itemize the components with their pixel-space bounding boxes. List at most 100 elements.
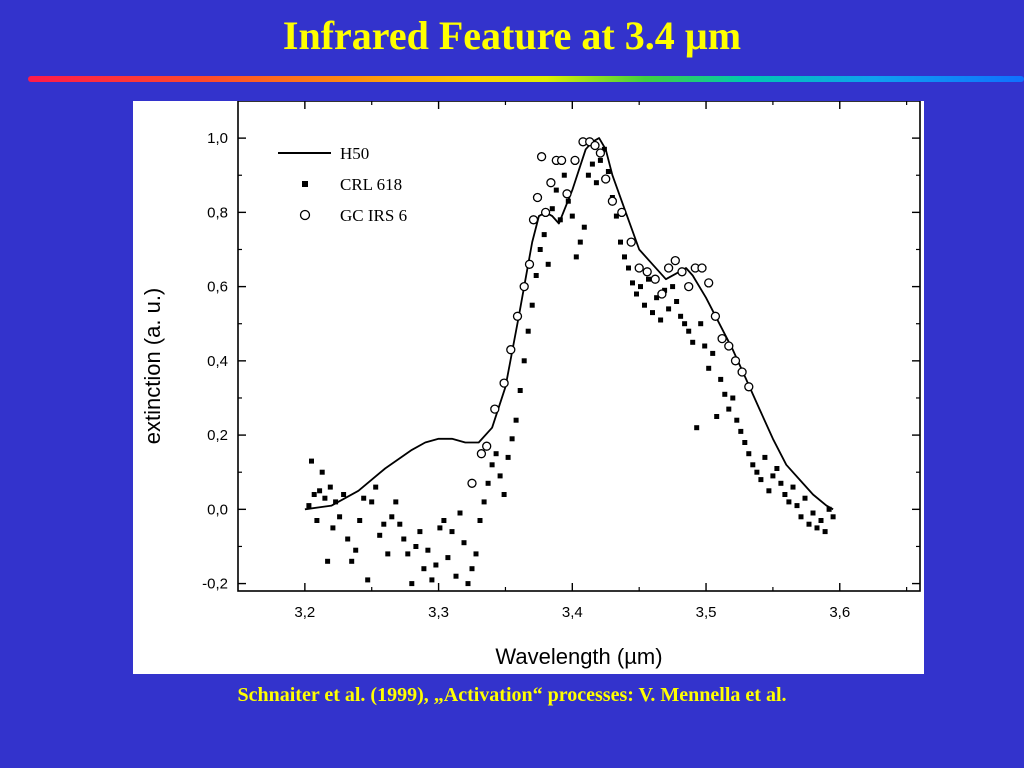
data-point-gc-irs-6 [519,281,529,292]
data-point-crl-618 [794,503,800,509]
data-point-gc-irs-6 [697,263,707,273]
x-tick-label: 3,5 [696,604,717,621]
data-point-crl-618 [381,521,387,527]
data-point-crl-618 [493,451,499,457]
data-point-gc-irs-6 [642,267,652,277]
data-point-crl-618 [314,518,320,523]
data-point-crl-618 [573,254,579,260]
data-point-crl-618 [698,321,704,327]
figure-panel: -0,2 0,0 0,2 0,4 0,6 0,8 1,0 3,2 3,3 3,4 3,5 3,6 W… [133,101,924,674]
data-point-gc-irs-6 [704,278,714,288]
data-point-crl-618 [758,477,764,483]
data-point-crl-618 [465,581,471,587]
data-point-crl-618 [565,198,571,204]
data-point-gc-irs-6 [562,189,572,199]
data-point-crl-618 [337,514,343,520]
data-point-crl-618 [706,365,712,371]
data-point-crl-618 [830,514,836,520]
data-point-crl-618 [581,224,587,230]
data-point-crl-618 [670,284,676,290]
data-point-crl-618 [317,488,323,494]
data-point-crl-618 [690,339,696,345]
legend-label: CRL 618 [340,175,402,194]
data-point-crl-618 [437,525,443,531]
data-point-gc-irs-6 [607,196,618,206]
data-point-crl-618 [457,510,463,516]
data-point-crl-618 [349,558,355,564]
data-point-gc-irs-6 [684,281,694,292]
title-gradient-rule [28,76,1024,82]
data-point-crl-618 [401,536,407,542]
data-point-crl-618 [365,577,371,583]
data-point-crl-618 [473,551,479,557]
data-point-crl-618 [353,547,359,553]
data-point-crl-618 [778,480,784,486]
data-point-crl-618 [497,473,503,479]
data-point-crl-618 [686,328,692,334]
y-axis-title: extinction (a. u.) [140,288,165,445]
y-tick-label: 0,4 [207,353,228,370]
data-point-crl-618 [678,313,684,319]
data-point-crl-618 [327,484,333,490]
data-point-gc-irs-6 [744,382,754,392]
data-point-crl-618 [618,239,623,245]
data-point-crl-618 [790,484,796,490]
data-point-crl-618 [405,551,411,557]
x-tick-label: 3,3 [428,604,449,621]
data-point-crl-618 [593,180,599,186]
data-point-crl-618 [469,566,475,572]
legend-label: GC IRS 6 [340,206,407,225]
data-point-crl-618 [561,172,567,178]
data-point-crl-618 [634,291,639,297]
data-point-crl-618 [441,518,447,523]
data-point-gc-irs-6 [506,345,516,355]
data-point-gc-irs-6 [717,333,727,344]
data-point-crl-618 [774,466,780,471]
legend-square-swatch [302,181,308,187]
data-point-crl-618 [557,217,563,223]
data-point-crl-618 [734,417,740,423]
data-point-crl-618 [682,321,688,327]
data-point-crl-618 [501,492,507,497]
slide-title: Infrared Feature at 3.4 µm [282,13,742,58]
data-point-crl-618 [529,302,535,308]
data-point-crl-618 [718,376,724,382]
legend-label: H50 [340,144,369,163]
data-point-gc-irs-6 [663,263,674,273]
plot-frame [237,101,921,592]
data-point-crl-618 [638,284,643,290]
y-tick-label: 0,6 [207,279,228,296]
data-point-gc-irs-6 [536,152,547,162]
data-point-crl-618 [613,213,619,219]
y-axis: -0,2 0,0 0,2 0,4 0,6 0,8 1,0 [202,130,920,593]
data-point-crl-618 [601,146,607,152]
data-point-gc-irs-6 [532,192,543,203]
data-point-crl-618 [357,518,363,523]
data-point-crl-618 [322,495,328,501]
data-point-crl-618 [449,529,455,535]
legend: H50 CRL 618 GC IRS 6 [278,144,407,225]
data-point-crl-618 [311,492,317,497]
x-tick-label: 3,2 [294,604,315,621]
data-point-gc-irs-6 [524,259,535,269]
data-point-crl-618 [597,157,603,163]
x-tick-label: 3,6 [829,604,850,621]
data-point-crl-618 [481,499,487,505]
data-point-crl-618 [369,499,375,505]
data-point-crl-618 [345,536,351,542]
data-point-crl-618 [710,350,716,356]
data-point-crl-618 [798,514,804,520]
data-point-gc-irs-6 [546,178,556,188]
data-point-crl-618 [569,213,575,219]
data-point-crl-618 [413,544,419,549]
data-point-crl-618 [730,395,736,401]
data-point-crl-618 [742,440,748,445]
series-layer [304,137,836,587]
data-point-crl-618 [553,187,559,193]
data-point-crl-618 [585,172,591,178]
data-point-crl-618 [385,551,391,557]
data-point-crl-618 [306,503,312,509]
data-point-crl-618 [417,529,423,535]
data-point-crl-618 [377,532,383,538]
data-point-crl-618 [738,428,744,434]
